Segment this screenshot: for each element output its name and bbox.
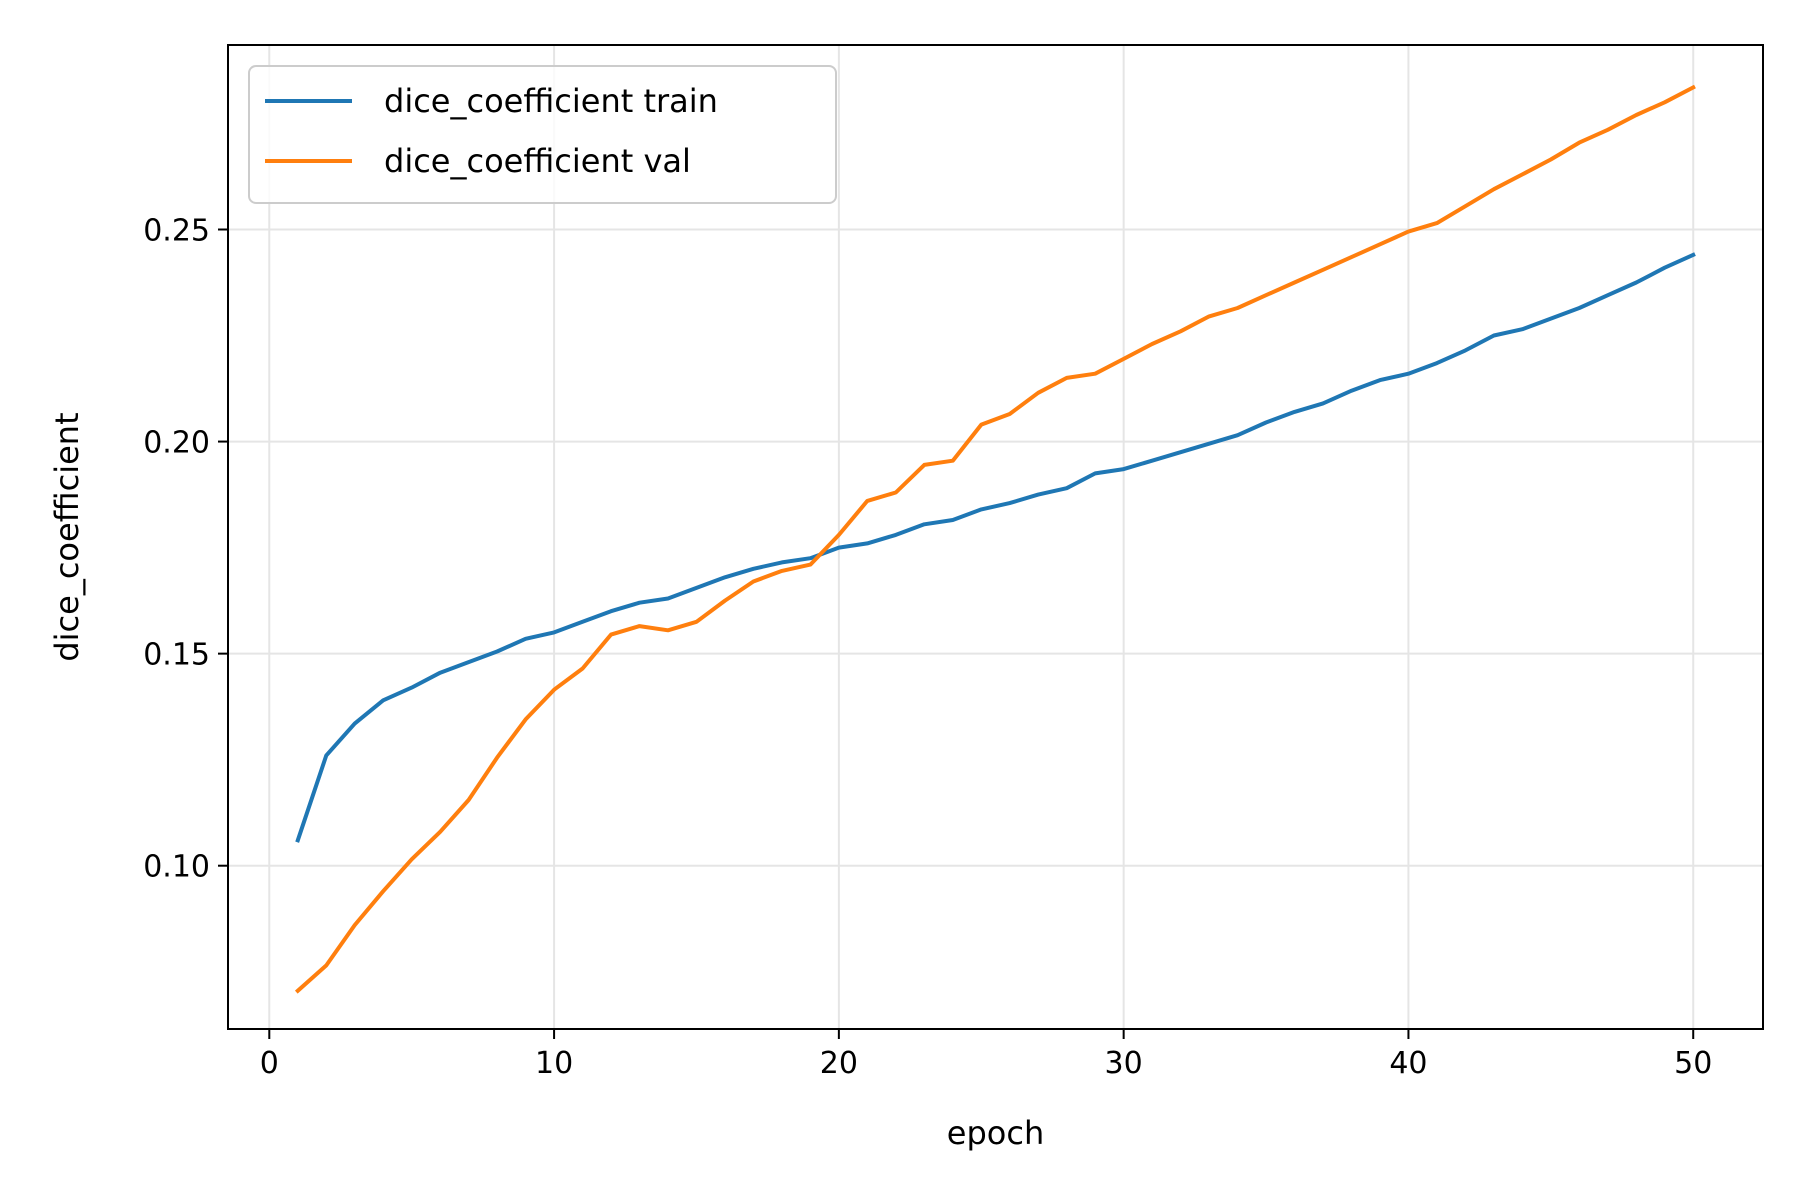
x-tick-label: 30 xyxy=(1105,1046,1143,1081)
series-layer xyxy=(294,84,1696,994)
legend-label-val: dice_coefficient val xyxy=(384,142,691,180)
x-tick-label: 10 xyxy=(535,1046,573,1081)
x-tick-label: 40 xyxy=(1389,1046,1427,1081)
series-line-train xyxy=(295,252,1696,843)
y-tick-label: 0.25 xyxy=(143,214,210,249)
series-line-val xyxy=(294,84,1696,994)
x-tick-label: 0 xyxy=(260,1046,279,1081)
x-tick-label: 50 xyxy=(1674,1046,1712,1081)
y-axis-label: dice_coefficient xyxy=(48,412,86,661)
legend-box xyxy=(248,65,837,204)
grid xyxy=(228,45,1763,1029)
legend-label-train: dice_coefficient train xyxy=(384,82,718,120)
x-tick-label: 20 xyxy=(820,1046,858,1081)
axis-ticks: 0 10 20 30 40 50 0.10 0.15 0.20 0.25 xyxy=(143,214,1712,1082)
y-tick-label: 0.10 xyxy=(143,850,210,885)
y-tick-label: 0.15 xyxy=(143,638,210,673)
y-tick-label: 0.20 xyxy=(143,426,210,461)
plot-frame xyxy=(227,44,1764,1030)
legend: dice_coefficient train dice_coefficient … xyxy=(248,65,837,204)
x-axis-label: epoch xyxy=(947,1114,1044,1152)
